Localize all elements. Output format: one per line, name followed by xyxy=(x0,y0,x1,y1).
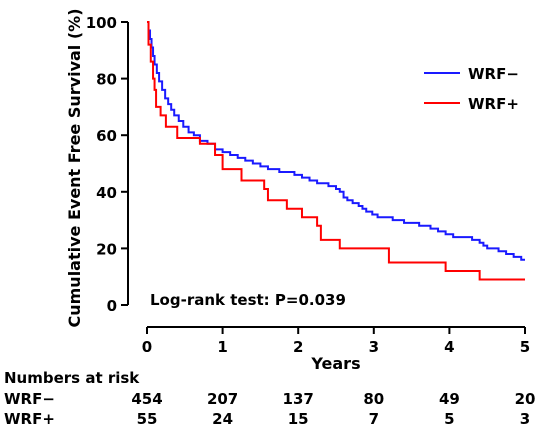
risk-count: 5 xyxy=(444,410,455,428)
y-tick-label: 20 xyxy=(96,240,117,258)
y-tick-label: 80 xyxy=(96,71,117,89)
risk-count: 137 xyxy=(282,390,314,408)
y-tick-label: 0 xyxy=(107,297,117,315)
risk-count: 207 xyxy=(206,390,239,408)
x-axis: 0 1 2 3 4 5 xyxy=(142,326,530,356)
x-tick-label: 3 xyxy=(369,338,379,356)
x-tick-label: 4 xyxy=(444,338,454,356)
risk-count: 3 xyxy=(519,410,531,428)
y-tick-label: 60 xyxy=(96,127,117,145)
risk-count: 7 xyxy=(368,410,380,428)
x-axis-label: Years xyxy=(310,354,360,370)
y-axis-label: Cumulative Event Free Survival (%) xyxy=(65,8,84,327)
x-tick-label: 0 xyxy=(142,338,152,356)
risk-count: 49 xyxy=(438,390,460,408)
y-tick-label: 100 xyxy=(86,14,117,32)
risk-count: 80 xyxy=(363,390,385,408)
legend-label: WRF+ xyxy=(468,95,519,113)
risk-count: 20 xyxy=(514,390,536,408)
y-tick-label: 40 xyxy=(96,184,117,202)
series-line-wrf-minus xyxy=(147,21,525,261)
risk-row-label: WRF− xyxy=(4,390,55,408)
risk-count: 55 xyxy=(136,410,158,428)
y-axis: 0 20 40 60 80 100 xyxy=(86,14,129,315)
legend: WRF− WRF+ xyxy=(424,65,519,113)
risk-row: WRF− 454 207 137 80 49 20 xyxy=(0,390,550,410)
x-tick-label: 1 xyxy=(217,338,227,356)
risk-row-label: WRF+ xyxy=(4,410,55,428)
risk-row: WRF+ 55 24 15 7 5 3 xyxy=(0,410,550,430)
km-chart: 0 20 40 60 80 100 0 1 2 3 4 5 Cumulative Event Fre… xyxy=(65,8,530,370)
risk-count: 15 xyxy=(287,410,309,428)
logrank-annotation: Log-rank test: P=0.039 xyxy=(150,291,346,309)
x-tick-label: 2 xyxy=(293,338,303,356)
risk-count: 24 xyxy=(212,410,234,428)
x-tick-label: 5 xyxy=(520,338,530,356)
risk-table-title: Numbers at risk xyxy=(4,369,140,387)
legend-label: WRF− xyxy=(468,65,519,83)
risk-count: 454 xyxy=(131,390,163,408)
series-line-wrf-plus xyxy=(147,21,525,281)
survival-curves xyxy=(147,21,525,281)
